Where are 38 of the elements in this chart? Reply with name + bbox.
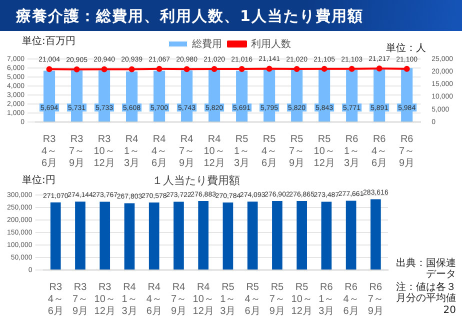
x-tick-label: R3 10～12月 bbox=[94, 282, 116, 317]
y-axis-title: 単位:円 bbox=[22, 174, 56, 187]
x-tick-label: R6 7～9月 bbox=[368, 282, 384, 317]
y-axis-title: 単位:百万円 bbox=[22, 35, 76, 48]
x-tick-label: R4 7～9月 bbox=[179, 134, 195, 169]
x-tick-label: R3 7～9月 bbox=[68, 134, 85, 169]
x-tick-label: R5 4～6月 bbox=[262, 134, 278, 169]
x-tick-label: R6 4～6月 bbox=[343, 282, 359, 317]
chart-title: １人当たり費用額 bbox=[152, 174, 240, 187]
legend-label: 総費用 bbox=[191, 38, 222, 50]
x-tick-label: R4 10～12月 bbox=[204, 134, 225, 169]
x-tick-label: R4 4～6月 bbox=[152, 134, 168, 169]
source-note: 出典：国保連データ bbox=[395, 258, 456, 280]
x-tick-label: R3 7～9月 bbox=[72, 282, 88, 317]
text: 注：値は各３月分の平均値 bbox=[395, 282, 456, 304]
x-tick-label: R6 1～3月 bbox=[318, 282, 334, 317]
text: 20 bbox=[442, 305, 456, 316]
x-tick-label: R5 7～9月 bbox=[289, 134, 305, 169]
x-tick-label: R6 1～3月 bbox=[344, 134, 360, 169]
x-tick-label: R5 7～9月 bbox=[269, 282, 285, 317]
x-tick-label: R6 7～9月 bbox=[399, 134, 415, 169]
x-tick-label: R4 4～6月 bbox=[146, 282, 162, 317]
x-tick-label: R4 1～3月 bbox=[122, 282, 138, 317]
y2-axis-title: 単位：人 bbox=[386, 42, 426, 55]
x-tick-label: R4 10～12月 bbox=[192, 282, 214, 317]
chart-title: 療養介護：総費用、利用人数、1人当たり費用額 bbox=[16, 7, 364, 26]
x-tick-label: R3 4～6月 bbox=[41, 134, 58, 169]
x-tick-label: R5 10～12月 bbox=[314, 134, 335, 169]
x-tick-label: R4 1～3月 bbox=[124, 134, 140, 169]
x-tick-label: R4 7～9月 bbox=[170, 282, 186, 317]
x-tick-label: R5 1～3月 bbox=[234, 134, 250, 169]
x-tick-label: R5 10～12月 bbox=[291, 282, 312, 317]
x-tick-label: R3 10～12月 bbox=[94, 134, 115, 169]
legend-label: 利用人数 bbox=[251, 38, 291, 50]
x-tick-label: R3 4～6月 bbox=[48, 282, 64, 317]
x-tick-label: R6 4～6月 bbox=[372, 134, 388, 169]
x-tick-label: R5 4～6月 bbox=[244, 282, 260, 317]
x-tick-label: R5 1～3月 bbox=[220, 282, 236, 317]
